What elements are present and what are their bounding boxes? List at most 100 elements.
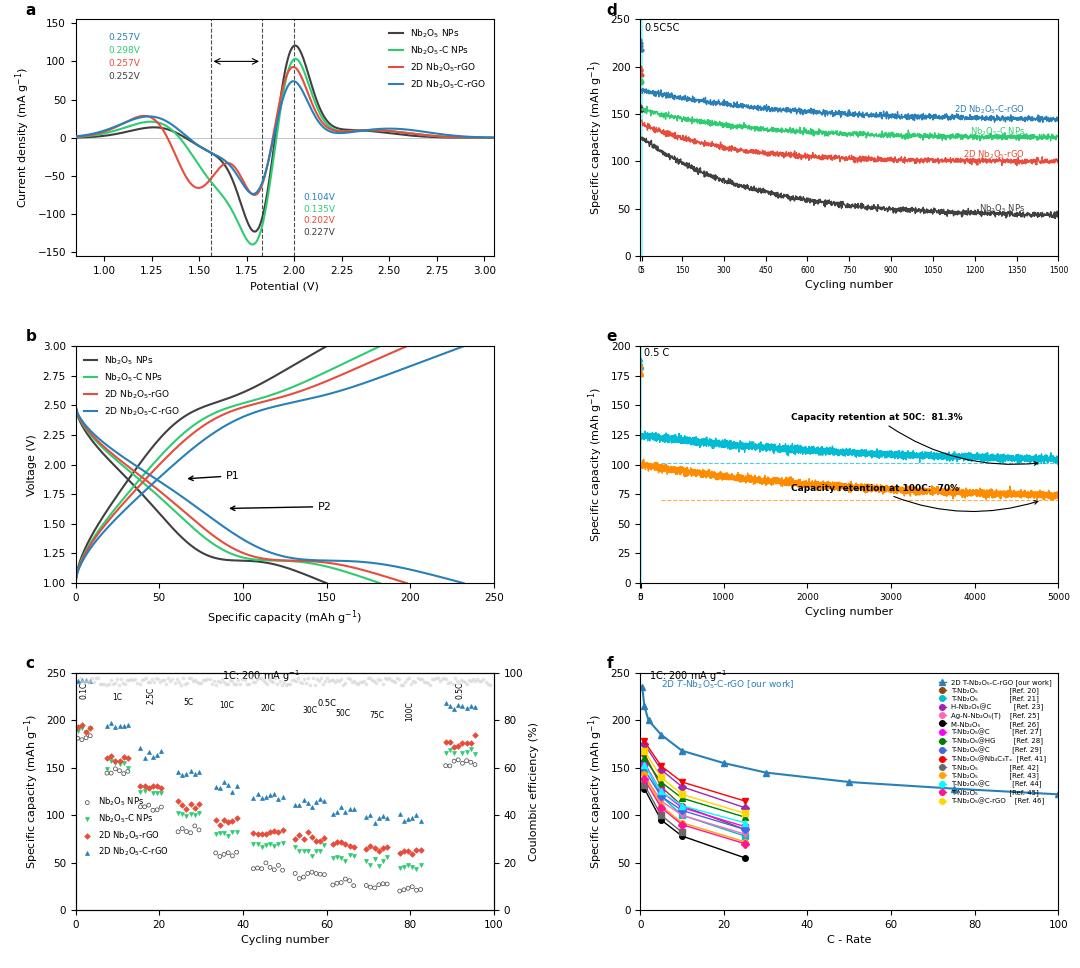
Nb$_2$O$_5$-C NPs — [190, 805, 207, 821]
Point — [219, 677, 237, 692]
2D Nb$_2$O$_5$-C-rGO — [462, 698, 480, 713]
Nb$_2$O$_5$ NPs — [266, 862, 283, 878]
Point — [153, 672, 171, 687]
Point — [434, 672, 451, 687]
Point — [203, 677, 220, 692]
Point — [367, 675, 384, 690]
Point — [467, 674, 484, 689]
Nb$_2$O$_5$-C NPs — [145, 785, 162, 801]
Point — [187, 673, 204, 688]
Nb$_2$O$_5$-C NPs — [286, 839, 303, 855]
Point — [183, 671, 200, 686]
Point — [131, 676, 148, 691]
Point — [189, 674, 206, 689]
Point — [475, 671, 492, 686]
Nb$_2$O$_5$ NPs — [212, 849, 229, 864]
Nb$_2$O$_5$-C NPs — [445, 745, 462, 761]
2D Nb$_2$O$_5$-rGO — [395, 843, 413, 859]
Text: 0.252V: 0.252V — [108, 72, 139, 81]
Text: 2D Nb$_2$O$_5$-C-rGO: 2D Nb$_2$O$_5$-C-rGO — [955, 104, 1025, 116]
2D Nb$_2$O$_5$-rGO — [103, 748, 120, 764]
Point — [421, 677, 438, 692]
X-axis label: C - Rate: C - Rate — [827, 935, 872, 945]
2D Nb$_2$O$_5$-rGO — [73, 717, 91, 733]
2D Nb$_2$O$_5$-C-rGO — [119, 717, 136, 733]
2D Nb$_2$O$_5$-C-rGO — [107, 719, 124, 735]
2D Nb$_2$O$_5$-rGO — [303, 830, 321, 845]
Point — [147, 671, 164, 686]
Point — [462, 674, 480, 689]
Nb$_2$O$_5$ NPs — [299, 865, 316, 881]
2D Nb$_2$O$_5$-C-rGO — [186, 767, 203, 782]
Nb$_2$O$_5$ NPs — [111, 763, 129, 778]
Point — [100, 677, 118, 692]
Nb$_2$O$_5$-C NPs — [181, 806, 199, 822]
Nb$_2$O$_5$-C NPs — [462, 741, 480, 757]
Point — [413, 671, 430, 686]
Nb$_2$O$_5$ NPs — [132, 799, 149, 814]
Point — [455, 673, 472, 688]
Point — [458, 677, 475, 692]
Point — [244, 675, 261, 690]
2D Nb$_2$O$_5$-C-rGO — [181, 763, 199, 778]
Point — [376, 671, 393, 686]
2D Nb$_2$O$_5$-rGO — [411, 842, 429, 858]
Text: 0.5C: 0.5C — [318, 699, 336, 709]
Nb$_2$O$_5$ NPs — [152, 800, 170, 815]
Nb$_2$O$_5$ NPs — [270, 858, 287, 873]
2D Nb$_2$O$_5$-C-rGO — [391, 806, 408, 822]
Point — [117, 677, 134, 692]
2D Nb$_2$O$_5$-C-rGO — [346, 801, 363, 816]
Point — [185, 673, 202, 688]
Nb$_2$O$_5$-C NPs — [308, 843, 325, 859]
Point — [119, 672, 136, 687]
2D Nb$_2$O$_5$-rGO — [174, 797, 191, 812]
Nb$_2$O$_5$-C NPs — [274, 835, 292, 851]
X-axis label: Cycling number: Cycling number — [241, 935, 328, 945]
Text: e: e — [607, 329, 617, 345]
2D Nb$_2$O$_5$-rGO — [458, 735, 475, 750]
Point — [335, 677, 352, 692]
Point — [87, 670, 105, 685]
2D Nb$_2$O$_5$-C-rGO — [116, 718, 133, 734]
Point — [343, 674, 361, 689]
Y-axis label: Voltage (V): Voltage (V) — [27, 434, 37, 496]
2D Nb$_2$O$_5$-C-rGO — [170, 765, 187, 780]
Nb$_2$O$_5$-C NPs — [303, 848, 321, 863]
2D Nb$_2$O$_5$-C-rGO — [82, 674, 99, 689]
Point — [405, 673, 422, 688]
Nb$_2$O$_5$ NPs — [341, 873, 359, 889]
2D Nb$_2$O$_5$-C-rGO — [315, 794, 333, 809]
Text: 0.5C: 0.5C — [645, 23, 666, 33]
Nb$_2$O$_5$ NPs — [170, 824, 187, 839]
2D Nb$_2$O$_5$-rGO — [341, 838, 359, 854]
Point — [85, 675, 103, 690]
Point — [92, 676, 109, 691]
2D Nb$_2$O$_5$-C-rGO — [219, 777, 237, 793]
Nb$_2$O$_5$-C NPs — [261, 836, 279, 852]
Text: P2: P2 — [230, 501, 332, 512]
Nb$_2$O$_5$ NPs — [411, 882, 429, 897]
2D Nb$_2$O$_5$-C-rGO — [366, 815, 383, 831]
Point — [478, 677, 496, 692]
Nb$_2$O$_5$-C NPs — [103, 753, 120, 769]
Point — [112, 672, 130, 687]
Point — [151, 674, 168, 689]
Text: 5C: 5C — [657, 23, 679, 33]
Point — [403, 676, 420, 691]
2D Nb$_2$O$_5$-rGO — [400, 843, 417, 859]
Point — [260, 672, 278, 687]
Point — [337, 675, 354, 690]
2D Nb$_2$O$_5$-C-rGO — [207, 779, 225, 795]
Point — [273, 677, 291, 692]
Text: 0.1C: 0.1C — [80, 681, 89, 699]
Point — [278, 677, 295, 692]
2D Nb$_2$O$_5$-rGO — [328, 834, 346, 850]
Nb$_2$O$_5$-C NPs — [315, 837, 333, 853]
Nb$_2$O$_5$-C NPs — [312, 843, 329, 859]
X-axis label: Specific capacity (mAh g$^{-1}$): Specific capacity (mAh g$^{-1}$) — [207, 608, 362, 627]
2D Nb$_2$O$_5$-C-rGO — [78, 673, 95, 688]
Point — [453, 673, 470, 688]
2D Nb$_2$O$_5$-C-rGO — [328, 803, 346, 819]
2D Nb$_2$O$_5$-C-rGO — [411, 814, 429, 830]
